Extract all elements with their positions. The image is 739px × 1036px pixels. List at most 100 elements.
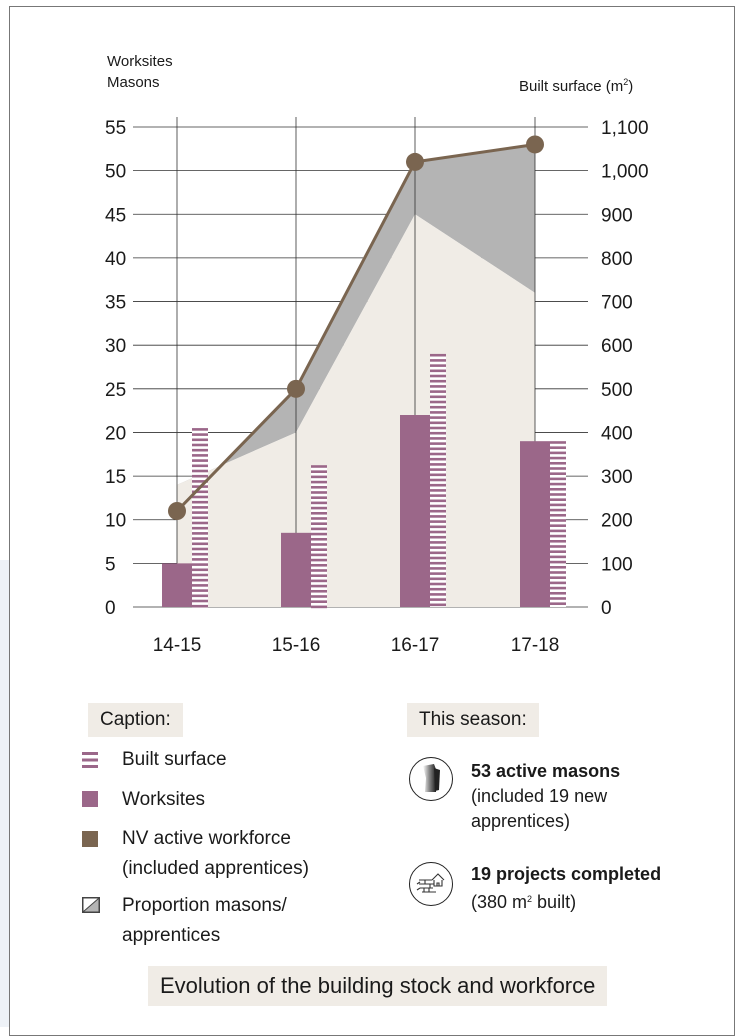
season-stat-masons: 53 active masons (included 19 new appren… xyxy=(471,759,620,834)
built-surface-stripe xyxy=(550,560,566,564)
built-surface-stripe xyxy=(550,586,566,590)
built-surface-stripe xyxy=(550,534,566,538)
built-surface-stripe xyxy=(550,487,566,491)
built-surface-stripe xyxy=(550,581,566,585)
built-surface-stripe xyxy=(550,591,566,595)
built-surface-stripe xyxy=(311,589,327,593)
left-tick-label: 15 xyxy=(105,467,126,488)
built-surface-stripe xyxy=(192,454,208,457)
left-axis-title-masons: Masons xyxy=(107,74,160,91)
built-surface-stripe xyxy=(311,579,327,583)
built-surface-stripe xyxy=(430,390,446,393)
built-surface-stripe xyxy=(430,473,446,477)
workforce-point xyxy=(287,379,305,398)
built-surface-stripe xyxy=(550,451,566,455)
built-surface-stripe xyxy=(430,530,446,534)
built-surface-stripe xyxy=(192,459,208,462)
built-surface-stripe xyxy=(430,499,446,503)
built-surface-stripe xyxy=(192,438,208,442)
built-surface-stripe xyxy=(430,442,446,445)
category-label: 14-15 xyxy=(153,635,202,656)
built-surface-stripe xyxy=(430,572,446,575)
stat-projects-bold: 19 projects completed xyxy=(471,864,662,884)
left-tick-label: 45 xyxy=(105,205,126,226)
built-surface-stripe xyxy=(430,546,446,549)
built-surface-stripe xyxy=(192,480,208,483)
built-surface-stripe xyxy=(192,448,208,452)
built-surface-stripe xyxy=(550,461,566,465)
built-surface-stripe xyxy=(311,506,327,510)
workforce-point xyxy=(406,152,424,171)
built-surface-stripe xyxy=(311,595,327,598)
built-surface-stripe xyxy=(192,521,208,525)
category-label: 17-18 xyxy=(511,635,560,656)
built-surface-stripe xyxy=(550,524,566,527)
built-surface-stripe xyxy=(550,597,566,600)
built-surface-stripe xyxy=(550,446,566,449)
built-surface-stripe xyxy=(192,428,208,431)
built-surface-stripe xyxy=(192,604,208,608)
built-surface-stripe xyxy=(430,385,446,388)
left-axis-title-worksites: Worksites xyxy=(107,53,173,70)
built-surface-stripe xyxy=(192,547,208,551)
built-surface-stripe xyxy=(192,464,208,468)
built-surface-stripe xyxy=(550,576,566,579)
left-tick-label: 30 xyxy=(105,336,126,357)
built-surface-stripe xyxy=(430,374,446,378)
stat-projects-line2: (380 m2 built) xyxy=(471,892,577,912)
built-surface-stripe xyxy=(430,421,446,425)
built-surface-stripe xyxy=(192,500,208,504)
workforce-point xyxy=(168,502,186,520)
legend-proportion-sub: apprentices xyxy=(122,925,221,946)
built-surface-stripe xyxy=(550,441,566,444)
built-surface-stripe xyxy=(192,469,208,473)
built-surface-stripe xyxy=(550,539,566,543)
built-surface-stripe xyxy=(550,545,566,548)
right-tick-label: 800 xyxy=(601,249,633,270)
built-surface-stripe xyxy=(311,605,327,609)
built-surface-stripe xyxy=(311,517,327,520)
built-surface-stripe xyxy=(430,379,446,383)
legend-worksites: Worksites xyxy=(122,789,206,810)
built-surface-stripe xyxy=(550,482,566,486)
built-surface-stripe xyxy=(430,520,446,523)
left-tick-label: 50 xyxy=(105,162,126,183)
built-surface-bar xyxy=(192,428,208,608)
workforce-line xyxy=(175,142,536,513)
built-surface-stripe xyxy=(192,552,208,556)
built-surface-swatch xyxy=(82,752,98,768)
built-surface-stripe xyxy=(430,494,446,497)
built-surface-stripe xyxy=(192,506,208,509)
built-surface-stripe xyxy=(430,598,446,601)
stat-masons-line3: apprentices) xyxy=(471,811,571,831)
built-surface-stripe xyxy=(311,496,327,499)
built-surface-stripe xyxy=(192,516,208,520)
right-tick-label: 300 xyxy=(601,467,633,488)
legend-workforce-sub: (included apprentices) xyxy=(122,858,309,879)
built-surface-stripe xyxy=(430,587,446,591)
right-tick-label: 600 xyxy=(601,336,633,357)
built-surface-stripe xyxy=(311,553,327,557)
built-surface-stripe xyxy=(550,529,566,533)
built-surface-stripe xyxy=(430,457,446,461)
legend-proportion: Proportion masons/ xyxy=(122,895,287,916)
built-surface-stripe xyxy=(430,353,446,357)
left-tick-label: 5 xyxy=(105,554,116,575)
built-surface-stripe xyxy=(311,543,327,546)
built-surface-stripe xyxy=(192,526,208,530)
built-surface-stripe xyxy=(192,443,208,447)
built-surface-stripe xyxy=(550,513,566,517)
stat-masons-bold: 53 active masons xyxy=(471,761,621,781)
workforce-swatch xyxy=(82,831,98,847)
built-surface-stripe xyxy=(311,537,327,541)
built-surface-stripe xyxy=(430,603,446,607)
built-surface-stripe xyxy=(430,359,446,362)
built-surface-bar xyxy=(311,465,327,609)
left-tick-label: 10 xyxy=(105,511,126,532)
footer-title: Evolution of the building stock and work… xyxy=(148,966,608,1006)
built-surface-stripe xyxy=(430,535,446,539)
season-chip: This season: xyxy=(407,703,539,737)
right-tick-label: 0 xyxy=(601,598,612,619)
built-surface-stripe xyxy=(430,468,446,471)
built-surface-stripe xyxy=(430,478,446,482)
